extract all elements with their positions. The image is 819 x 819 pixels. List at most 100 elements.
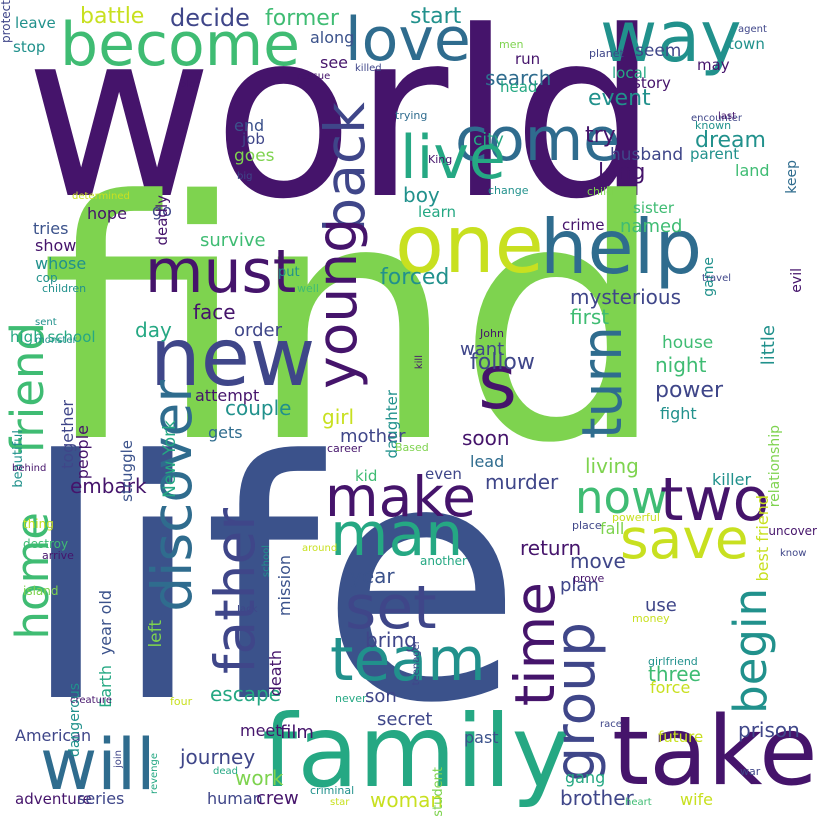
word-goes: goes xyxy=(234,146,275,166)
word-save: save xyxy=(620,507,749,571)
word-rescue: rescue xyxy=(297,71,331,82)
word-story: story xyxy=(633,74,671,92)
word-survive: survive xyxy=(200,230,266,251)
word-little: little xyxy=(758,325,779,366)
word-protect: protect xyxy=(0,0,13,44)
word-series: series xyxy=(77,789,125,808)
word-see: see xyxy=(320,53,349,72)
word-island: island xyxy=(23,584,59,598)
word-creature: creature xyxy=(70,695,112,706)
word-uncover: uncover xyxy=(768,524,817,538)
word-war: war xyxy=(740,765,761,778)
word-city: city xyxy=(473,130,504,150)
word-night: night xyxy=(655,353,707,377)
word-son: son xyxy=(365,686,397,707)
word-boy: boy xyxy=(403,183,440,207)
word-young: young xyxy=(305,218,369,389)
word-career: career xyxy=(327,442,363,455)
word-return: return xyxy=(520,536,582,560)
word-move: move xyxy=(570,549,626,573)
word-adventure: adventure xyxy=(15,790,92,808)
word-sister: sister xyxy=(633,199,675,217)
word-mysterious: mysterious xyxy=(570,285,681,309)
word-attempt: attempt xyxy=(195,386,260,405)
word-try: try xyxy=(585,123,616,148)
word-secret: secret xyxy=(377,709,433,730)
word-stop: stop xyxy=(13,38,46,56)
word-struggle: struggle xyxy=(118,440,136,502)
word-sent: sent xyxy=(35,317,57,328)
word-live: live xyxy=(400,123,506,193)
word-prove: prove xyxy=(573,572,605,585)
word-old: old xyxy=(180,79,196,90)
word-based: Based xyxy=(395,441,429,454)
word-lead: lead xyxy=(470,452,505,471)
word-know: know xyxy=(780,548,807,559)
word-encounter: encounter xyxy=(691,113,742,124)
word-big: big xyxy=(237,171,253,182)
word-land: land xyxy=(735,161,770,180)
word-new-york: New York xyxy=(160,420,180,498)
word-best-friend: best friend xyxy=(753,495,772,582)
word-human: human xyxy=(207,789,263,808)
word-become: become xyxy=(60,10,301,80)
word-go: go xyxy=(152,201,172,220)
word-determined: determined xyxy=(72,191,130,202)
word-three: three xyxy=(648,662,701,686)
word-meet: meet xyxy=(240,721,282,740)
word-end: end xyxy=(234,116,265,135)
word-men: men xyxy=(499,38,524,51)
word-face: face xyxy=(193,300,236,324)
word-search: search xyxy=(485,66,552,90)
word-monster: monster xyxy=(35,335,77,346)
word-forced: forced xyxy=(380,265,450,290)
word-high-school: high school xyxy=(10,328,96,346)
word-tries: tries xyxy=(33,219,69,238)
word-will: will xyxy=(40,724,156,806)
word-school: school xyxy=(261,545,272,578)
word-place: place xyxy=(572,519,602,532)
word-powerful: powerful xyxy=(612,511,660,524)
word-town: town xyxy=(728,35,765,53)
word-thing: thing xyxy=(23,517,54,531)
word-never: never xyxy=(335,692,367,705)
word-race: race xyxy=(600,719,622,730)
word-former: former xyxy=(265,6,339,31)
word-journey: journey xyxy=(180,745,256,769)
word-star: star xyxy=(330,797,350,808)
word-evil: evil xyxy=(789,268,805,293)
word-bring: bring xyxy=(365,628,417,652)
word-year: year xyxy=(350,564,395,588)
word-day: day xyxy=(135,318,172,342)
word-fight: fight xyxy=(660,404,697,423)
word-use: use xyxy=(645,595,677,616)
word-must: must xyxy=(145,237,297,307)
word-order: order xyxy=(234,320,282,341)
word-hope: hope xyxy=(87,204,127,223)
word-gang: gang xyxy=(565,768,606,787)
word-king: King xyxy=(428,153,453,166)
word-team: team xyxy=(330,625,486,695)
word-join: join xyxy=(113,750,124,769)
word-along: along xyxy=(310,28,355,47)
word-known: known xyxy=(695,119,732,132)
word-film: film xyxy=(280,722,314,743)
word-heart: heart xyxy=(625,797,652,808)
word-kill: kill xyxy=(414,355,425,370)
word-set: set xyxy=(345,573,437,643)
word-even: even xyxy=(425,465,462,483)
word-family: family xyxy=(262,693,571,810)
word-man: man xyxy=(330,500,464,570)
word-beautiful: beautiful xyxy=(11,430,26,488)
word-show: show xyxy=(35,236,77,255)
word-plan: plan xyxy=(560,575,599,596)
word-mother: mother xyxy=(340,426,406,447)
word-event: event xyxy=(588,86,651,111)
word-force: force xyxy=(650,678,691,697)
word-leave: leave xyxy=(15,14,56,32)
word-american: American xyxy=(15,726,92,745)
word-teenager: teenager xyxy=(411,640,422,686)
word-future: future xyxy=(658,728,704,746)
word-dead: dead xyxy=(213,766,238,777)
word-past: past xyxy=(464,728,499,747)
